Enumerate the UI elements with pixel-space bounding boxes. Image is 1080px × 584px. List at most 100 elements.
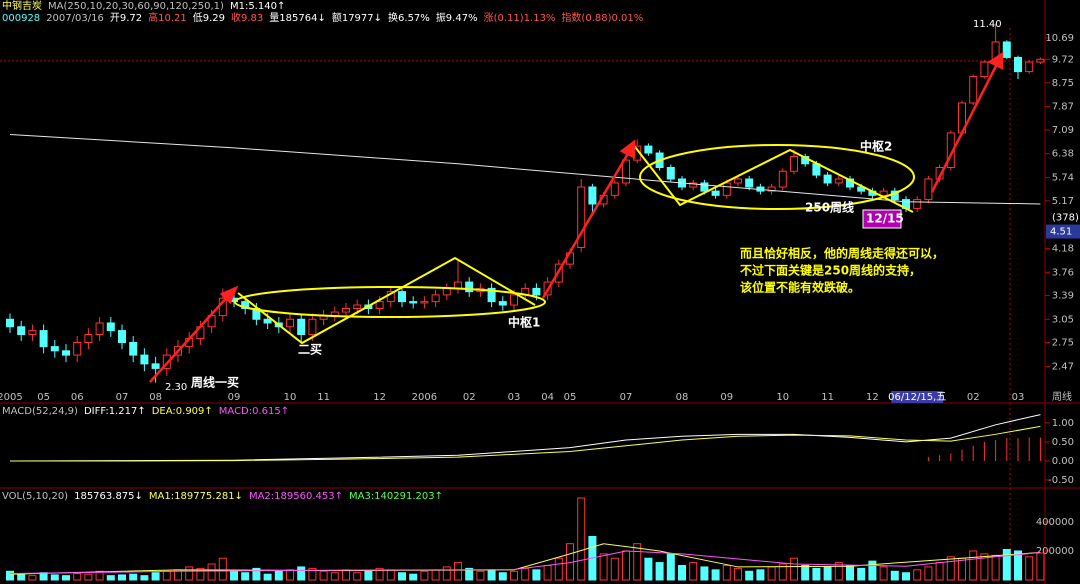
volume-bar: [398, 572, 406, 581]
x-tick-label: 09: [720, 392, 733, 403]
header-item: 换6.57%: [388, 11, 430, 24]
volume-bar: [834, 562, 843, 581]
volume-bar: [330, 572, 339, 581]
x-tick-label: 08: [149, 392, 162, 403]
annotation: 12/15: [866, 212, 904, 226]
x-tick-label: 05: [564, 392, 577, 403]
header-item: 收9.83: [231, 11, 263, 24]
volume-bar: [577, 497, 586, 581]
volume-bar: [106, 575, 115, 581]
volume-bar: [218, 557, 227, 581]
candle-body: [465, 281, 474, 293]
volume-bar: [162, 570, 171, 581]
annotation: 中枢1: [508, 315, 540, 330]
volume-bar: [644, 557, 653, 581]
candle-body: [140, 354, 149, 365]
x-tick-label: 07: [116, 392, 129, 403]
candle-body: [409, 301, 418, 304]
candle-body: [398, 291, 406, 303]
volume-bar: [969, 550, 978, 581]
candle-body: [834, 178, 843, 184]
candle-body: [353, 304, 362, 310]
volume-bar: [700, 566, 709, 581]
header-item: 高10.21: [148, 11, 187, 24]
y-tick-label: 2.47: [1052, 362, 1074, 373]
volume-bar: [666, 553, 675, 581]
y-tick-label: 7.87: [1052, 102, 1074, 113]
volume-bar: [62, 575, 70, 581]
volume-bar: [230, 570, 238, 581]
header-item: 额17977↓: [332, 11, 382, 24]
annotation: 周线一买: [191, 375, 239, 390]
candle-body: [297, 318, 306, 335]
header-item: MA2:189560.453↑: [249, 491, 343, 502]
candle-body: [823, 174, 832, 184]
x-tick-label: 12: [866, 392, 879, 403]
header-item: 振9.47%: [436, 11, 478, 24]
y-tick-label: 10.69: [1045, 33, 1074, 44]
candle-body: [857, 186, 866, 192]
volume-bar: [521, 567, 530, 581]
x-tick-label: 06: [71, 392, 84, 403]
volume-bar: [689, 562, 698, 581]
overlay: 周线一买 二买 中枢1 中枢2 250周线 12/15 而且恰好相反，他的周线走得还可以， 不…: [165, 19, 1002, 393]
candle-body: [498, 301, 507, 306]
volume-bar: [498, 572, 507, 581]
header-item: MACD(52,24,9): [2, 406, 78, 417]
volume-bar: [353, 572, 362, 581]
volume-bar: [734, 567, 742, 581]
volume-bar: [924, 566, 933, 581]
volume-bar: [319, 570, 328, 581]
x-tick-label: 08: [676, 392, 689, 403]
x-tick-label: 02: [463, 392, 476, 403]
header-item: VOL(5,10,20): [2, 491, 68, 502]
volume-bar: [633, 543, 642, 581]
header-item: 量185764↓: [269, 12, 326, 24]
candle-body: [241, 301, 250, 310]
candle-body: [375, 301, 384, 310]
y-tick-label: 0.50: [1052, 437, 1074, 448]
header-item: 涨(0.11)1.13%: [484, 12, 556, 24]
volume-bar: [778, 563, 787, 581]
header-item: M1:5.140↑: [230, 1, 285, 12]
volume-bar: [1002, 549, 1011, 581]
volume-bar: [510, 570, 518, 581]
volume-bar: [543, 564, 552, 581]
x-tick-label: 11: [821, 392, 834, 403]
y-tick-label: 3.39: [1052, 291, 1074, 302]
candle-body: [1036, 58, 1045, 63]
candle-body: [980, 61, 989, 78]
candle-body: [263, 318, 272, 324]
x-tick-label: 10: [776, 392, 789, 403]
volume-bar: [140, 575, 149, 581]
x-tick-label: 2006: [412, 392, 437, 403]
volume-bar: [980, 553, 989, 581]
candle-body: [745, 178, 754, 188]
candle-body: [778, 170, 787, 188]
indicator-line: [9, 414, 1041, 462]
y-tick-label: 1.00: [1052, 418, 1074, 429]
volume-bar: [50, 574, 59, 581]
volume-bar: [95, 570, 104, 581]
candle-body: [1002, 41, 1011, 58]
volume-bar: [879, 566, 888, 581]
volume-bar: [28, 575, 37, 581]
x-tick-label: 09: [228, 392, 241, 403]
candle-body: [28, 330, 37, 335]
candle-body: [913, 199, 922, 209]
volume-bar: [6, 570, 14, 581]
x-tick-label: 2005: [0, 392, 23, 403]
volume-bar: [678, 564, 686, 581]
volume-bar: [958, 557, 966, 581]
candle-body: [308, 318, 317, 335]
volume-bar: [935, 562, 944, 581]
y-tick-label: 0.00: [1052, 456, 1074, 467]
volume-bar: [185, 566, 194, 581]
volume-bar: [622, 550, 630, 581]
cursor-price-box: [1046, 224, 1080, 239]
header-item: 低9.29: [193, 11, 225, 24]
candle-body: [666, 166, 675, 180]
volume-bar: [375, 567, 384, 581]
volume-bar: [554, 557, 563, 581]
